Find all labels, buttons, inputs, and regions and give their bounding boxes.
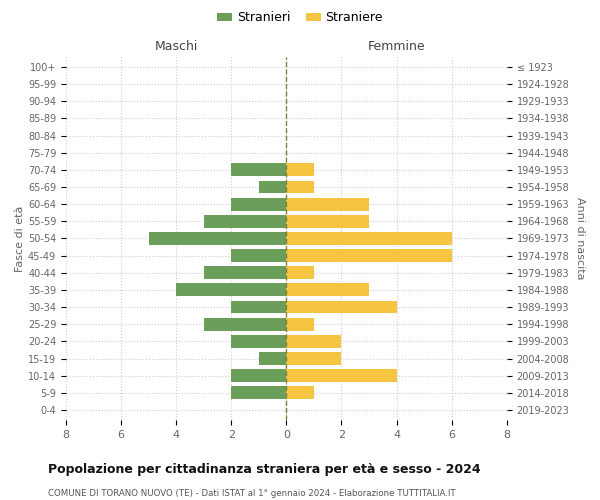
Text: Maschi: Maschi — [154, 40, 198, 53]
Y-axis label: Anni di nascita: Anni di nascita — [575, 197, 585, 280]
Text: COMUNE DI TORANO NUOVO (TE) - Dati ISTAT al 1° gennaio 2024 - Elaborazione TUTTI: COMUNE DI TORANO NUOVO (TE) - Dati ISTAT… — [48, 488, 455, 498]
Bar — [203, 318, 286, 330]
Bar — [286, 386, 314, 400]
Y-axis label: Fasce di età: Fasce di età — [15, 206, 25, 272]
Bar — [286, 164, 314, 176]
Bar — [231, 369, 286, 382]
Bar — [286, 369, 397, 382]
Bar — [286, 198, 369, 210]
Bar — [259, 180, 286, 194]
Text: Popolazione per cittadinanza straniera per età e sesso - 2024: Popolazione per cittadinanza straniera p… — [48, 463, 481, 476]
Bar — [231, 164, 286, 176]
Bar — [286, 266, 314, 279]
Bar — [176, 284, 286, 296]
Bar — [231, 198, 286, 210]
Bar — [203, 215, 286, 228]
Bar — [286, 318, 314, 330]
Bar — [231, 300, 286, 314]
Bar — [286, 284, 369, 296]
Bar — [286, 232, 452, 245]
Legend: Stranieri, Straniere: Stranieri, Straniere — [212, 6, 388, 29]
Bar — [231, 386, 286, 400]
Bar — [286, 249, 452, 262]
Bar — [203, 266, 286, 279]
Bar — [286, 180, 314, 194]
Bar — [149, 232, 286, 245]
Bar — [286, 335, 341, 348]
Bar — [231, 335, 286, 348]
Bar — [231, 249, 286, 262]
Text: Femmine: Femmine — [368, 40, 425, 53]
Bar — [286, 215, 369, 228]
Bar — [286, 352, 341, 365]
Bar — [286, 300, 397, 314]
Bar — [259, 352, 286, 365]
